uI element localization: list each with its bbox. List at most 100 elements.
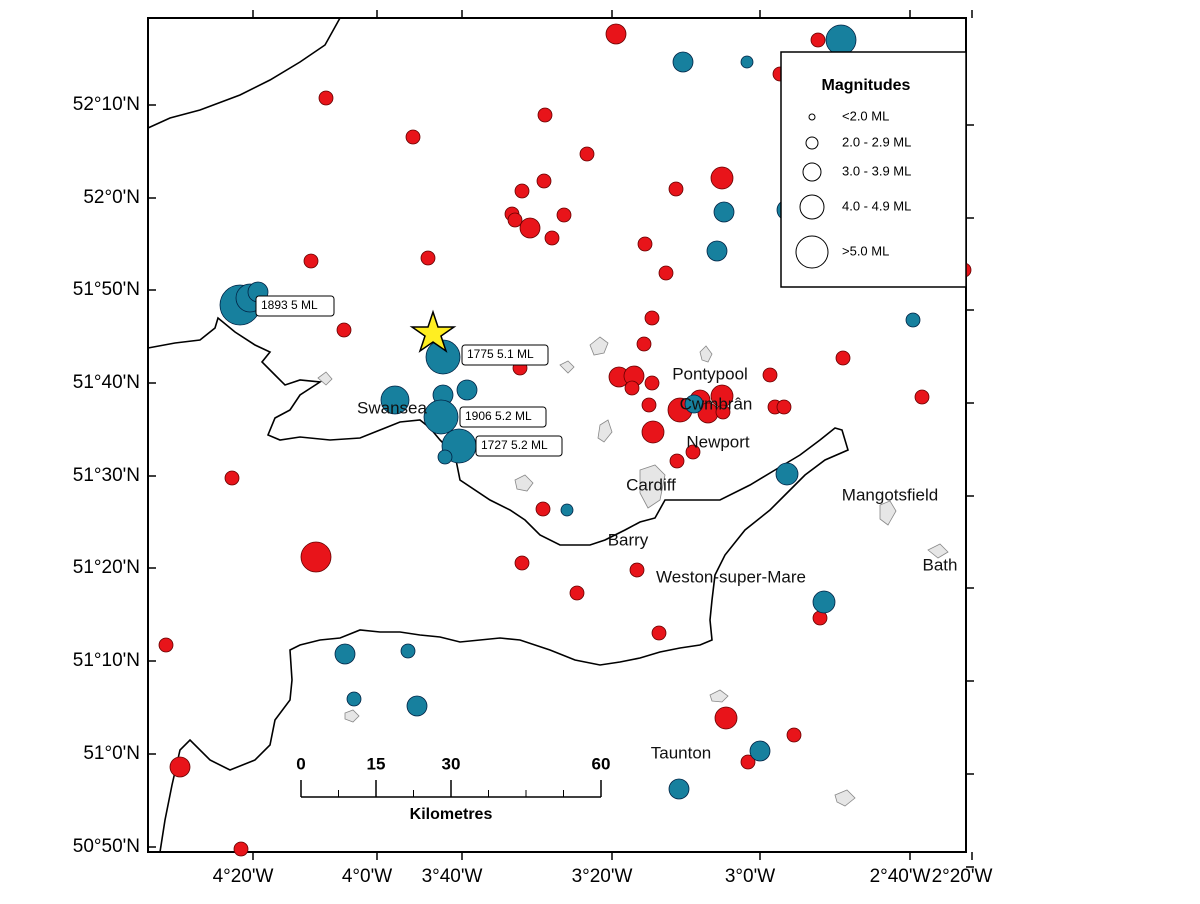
legend-label: 3.0 - 3.9 ML — [842, 163, 911, 178]
earthquake-red — [641, 420, 665, 444]
legend-symbol — [808, 113, 816, 121]
scale-bar: Kilometres 0 15 30 60 — [296, 754, 610, 823]
lon-label: 3°40'W — [422, 866, 483, 887]
earthquake-red — [514, 555, 530, 571]
scale-tick-label: 15 — [367, 754, 386, 773]
earthquake-red — [556, 207, 572, 223]
lat-label: 51°50'N — [73, 279, 140, 300]
earthquake-blue — [713, 201, 735, 223]
earthquake-blue — [706, 240, 728, 262]
earthquake-red — [644, 375, 660, 391]
earthquake-red — [318, 90, 334, 106]
earthquake-red — [300, 541, 332, 573]
earthquake-blue — [740, 55, 754, 69]
lon-label: 4°0'W — [342, 866, 392, 887]
earthquake-red — [644, 310, 660, 326]
earthquake-red — [535, 501, 551, 517]
scale-unit: Kilometres — [410, 806, 493, 823]
place-label: Newport — [686, 432, 750, 451]
legend: Magnitudes <2.0 ML 2.0 - 2.9 ML 3.0 - 3.9 … — [780, 51, 967, 288]
earthquake-red — [658, 265, 674, 281]
earthquake-red — [519, 217, 541, 239]
lat-label: 51°30'N — [73, 465, 140, 486]
scale-tick-label: 60 — [592, 754, 611, 773]
earthquake-red — [685, 444, 701, 460]
place-label: Swansea — [357, 398, 427, 417]
annotation-box — [461, 344, 549, 366]
earthquake-red — [303, 253, 319, 269]
place-label: Taunton — [651, 743, 712, 762]
urban-areas — [317, 336, 949, 807]
earthquake-blue — [406, 695, 428, 717]
place-label: Cardiff — [626, 475, 676, 494]
earthquake-red — [544, 230, 560, 246]
legend-symbol — [795, 235, 829, 269]
earthquake-red — [169, 756, 191, 778]
earthquake-red — [835, 350, 851, 366]
earthquake-red — [636, 336, 652, 352]
earthquake-blue — [380, 385, 410, 415]
earthquake-red — [537, 107, 553, 123]
place-label: Pontypool — [672, 364, 748, 383]
legend-symbol — [805, 136, 819, 150]
earthquake-red — [637, 236, 653, 252]
earthquake-red — [762, 367, 778, 383]
earthquake-blue — [456, 379, 478, 401]
earthquake-blue — [812, 590, 836, 614]
lat-label: 51°10'N — [73, 650, 140, 671]
annotation-box — [459, 406, 547, 428]
lat-label: 52°0'N — [83, 187, 140, 208]
scale-tick-label: 0 — [296, 754, 305, 773]
legend-label: 4.0 - 4.9 ML — [842, 198, 911, 213]
annotation-label: 1893 5 ML — [261, 298, 318, 312]
earthquake-red — [605, 23, 627, 45]
epicentre-star — [409, 309, 457, 353]
legend-label: <2.0 ML — [842, 108, 889, 123]
earthquake-red — [776, 399, 792, 415]
annotation-label: 1906 5.2 ML — [465, 409, 532, 423]
annotation-box — [255, 295, 335, 317]
earthquake-blue — [825, 24, 857, 56]
earthquake-red — [668, 181, 684, 197]
lon-label: 4°20'W — [213, 866, 274, 887]
annotation-label: 1727 5.2 ML — [481, 438, 548, 452]
legend-title: Magnitudes — [822, 77, 911, 94]
place-label: Cwmbrân — [680, 394, 753, 413]
earthquake-blue — [423, 399, 459, 435]
place-label: Mangotsfield — [842, 485, 938, 504]
annotation-label: 1775 5.1 ML — [467, 347, 534, 361]
scale-tick-label: 30 — [442, 754, 461, 773]
earthquake-blue — [668, 778, 690, 800]
earthquake-blue — [400, 643, 416, 659]
legend-symbol — [799, 194, 825, 220]
earthquake-red — [641, 397, 657, 413]
earthquake-red — [669, 453, 685, 469]
annotation-box — [475, 435, 563, 457]
earthquake-red — [714, 706, 738, 730]
earthquake-red — [158, 637, 174, 653]
earthquake-blue — [905, 312, 921, 328]
legend-label: >5.0 ML — [842, 243, 889, 258]
lat-label: 50°50'N — [73, 836, 140, 857]
lat-label: 51°0'N — [83, 743, 140, 764]
lat-label: 51°20'N — [73, 557, 140, 578]
earthquake-blue — [560, 503, 574, 517]
place-label: Barry — [608, 530, 649, 549]
earthquake-red — [507, 212, 523, 228]
earthquake-blue — [672, 51, 694, 73]
lon-label: 2°20'W — [932, 866, 993, 887]
earthquake-red — [710, 166, 734, 190]
earthquake-red — [224, 470, 240, 486]
lon-label: 3°0'W — [725, 866, 775, 887]
lon-label: 3°20'W — [572, 866, 633, 887]
lat-label: 52°10'N — [73, 94, 140, 115]
earthquake-blue — [334, 643, 356, 665]
earthquake-red — [810, 32, 826, 48]
earthquake-red — [233, 841, 249, 857]
lat-label: 51°40'N — [73, 372, 140, 393]
earthquake-red — [740, 754, 756, 770]
earthquake-red — [579, 146, 595, 162]
place-label: Weston-super-Mare — [656, 567, 806, 586]
earthquake-red — [536, 173, 552, 189]
